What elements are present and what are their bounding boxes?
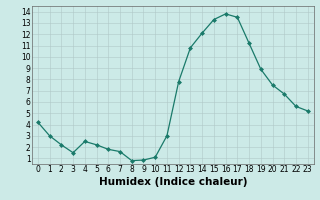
X-axis label: Humidex (Indice chaleur): Humidex (Indice chaleur) xyxy=(99,177,247,187)
